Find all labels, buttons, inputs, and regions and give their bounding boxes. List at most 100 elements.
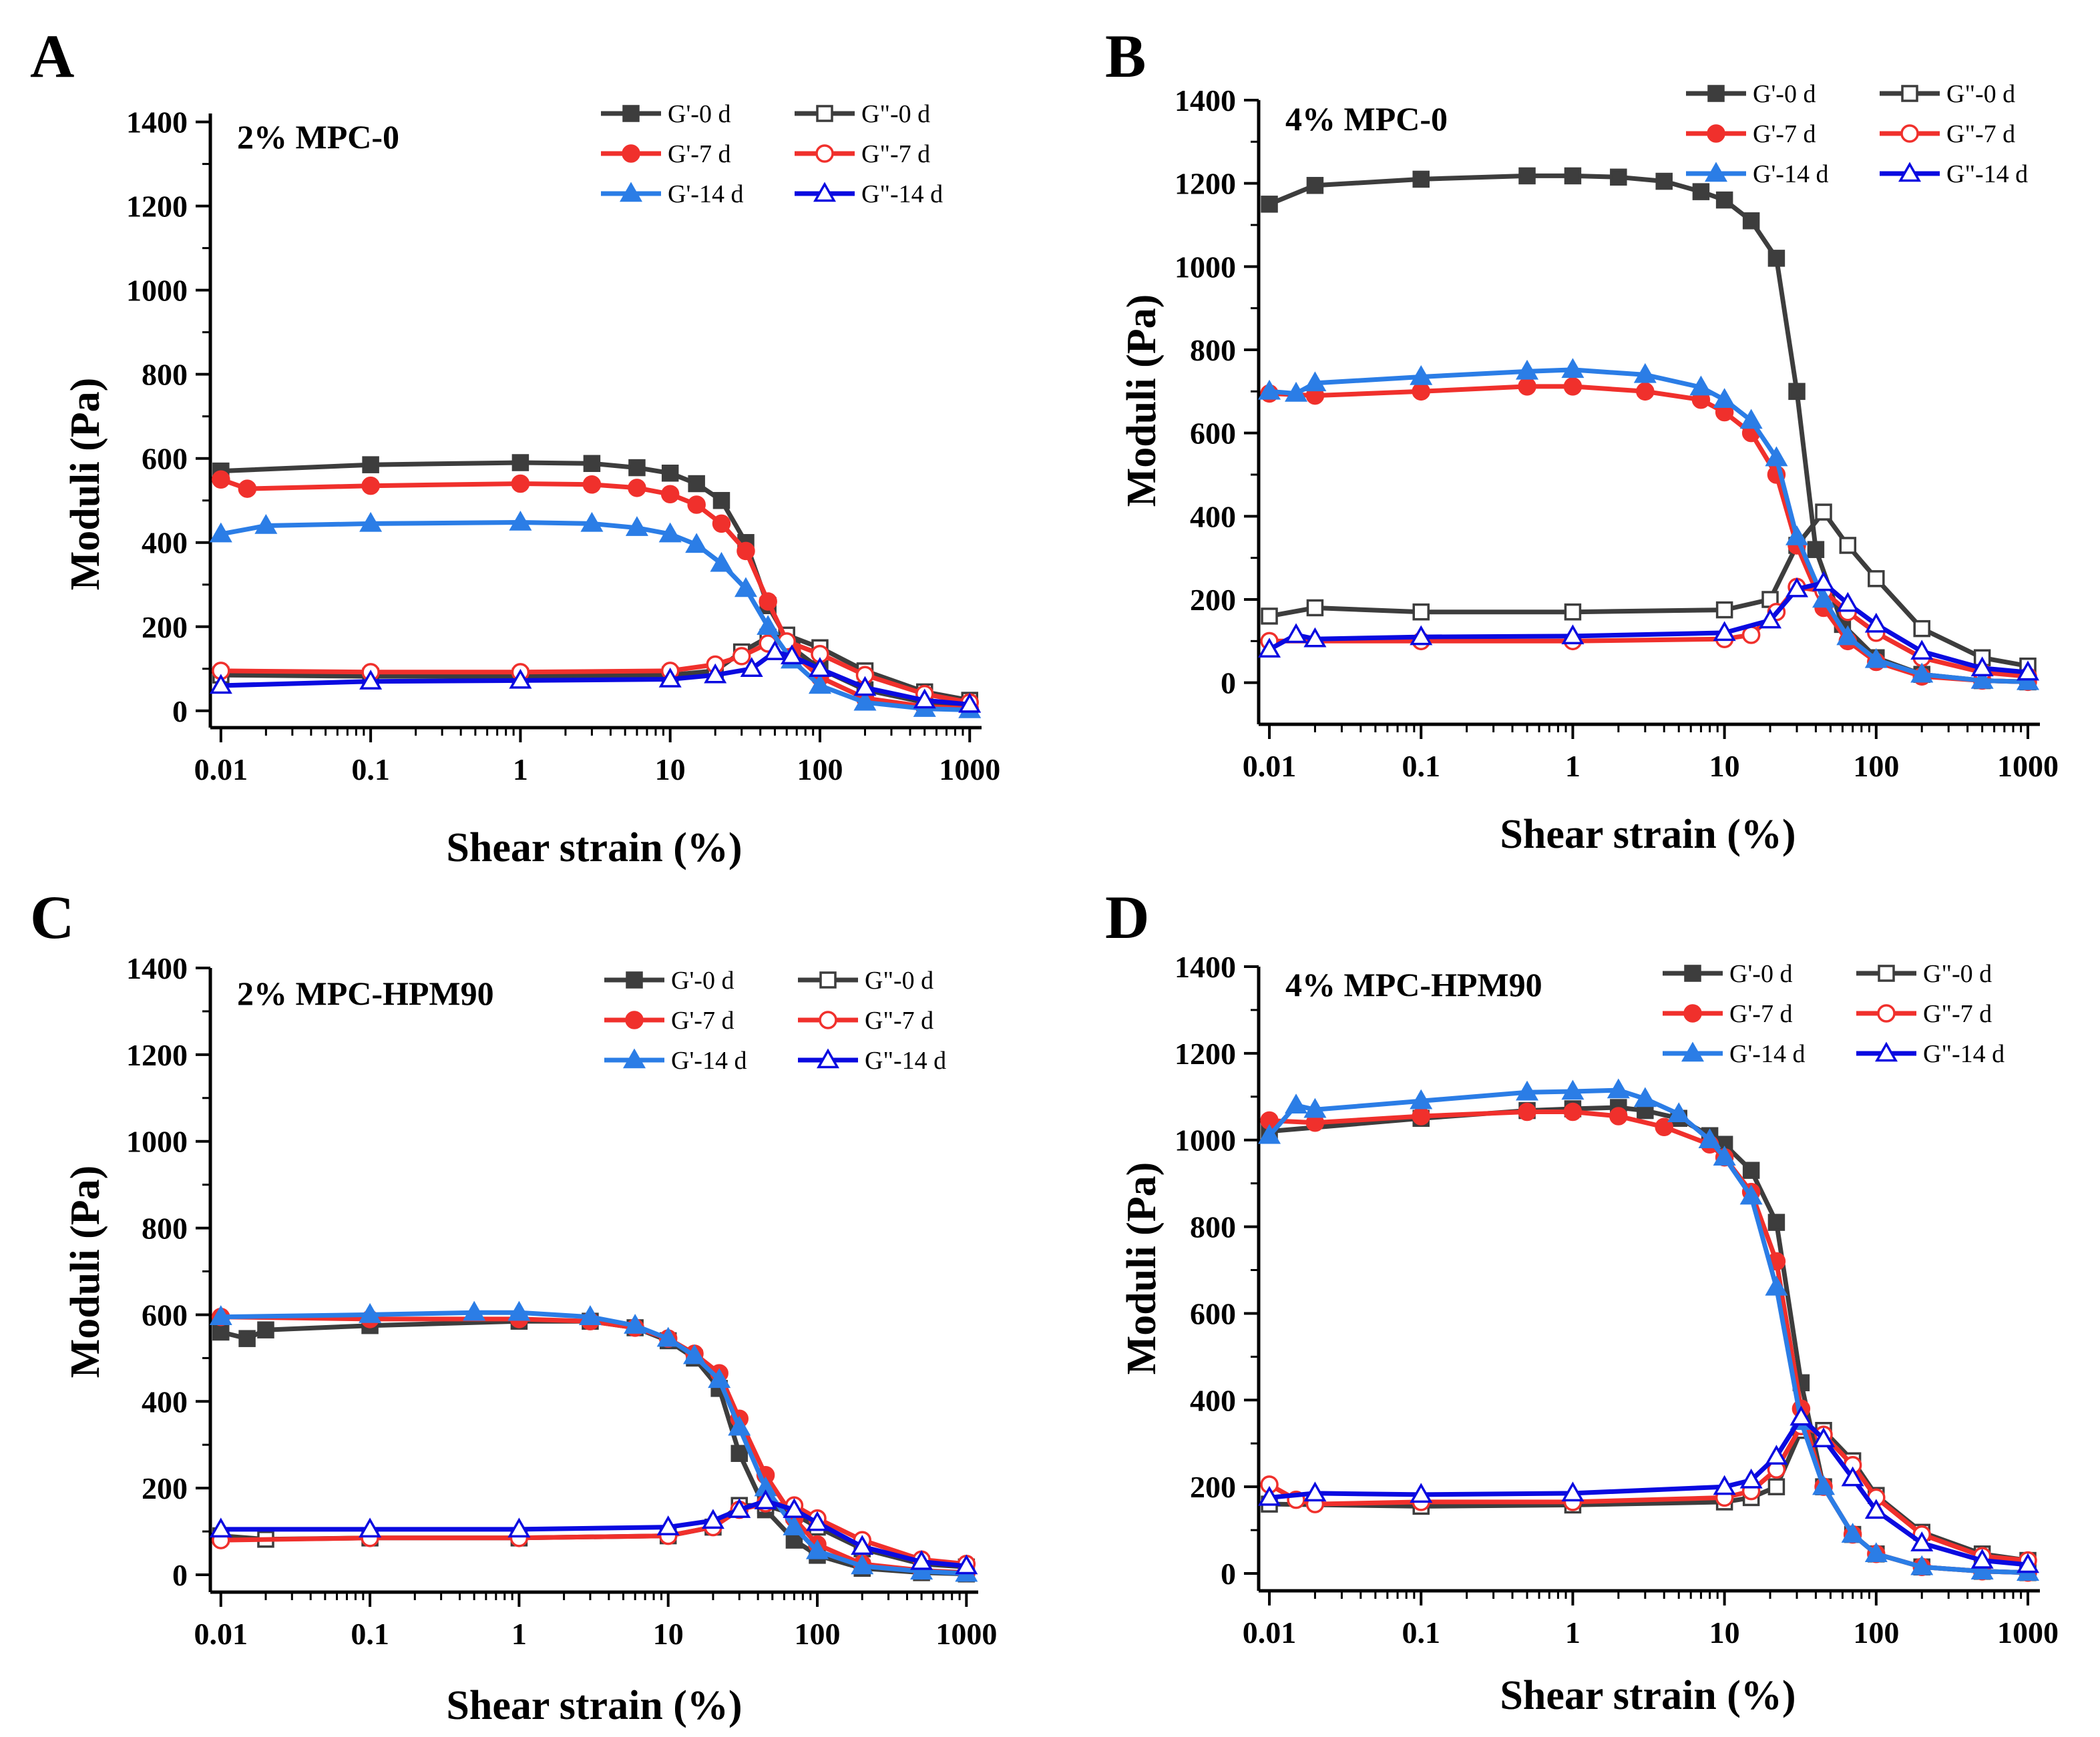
- y-tick-label: 600: [142, 1298, 188, 1332]
- data-point: [1767, 1214, 1786, 1231]
- data-point: [2016, 1553, 2040, 1573]
- data-point: [2016, 660, 2040, 681]
- data-point: [783, 1498, 806, 1518]
- y-tick-label: 600: [1190, 1296, 1236, 1330]
- data-point: [1410, 1089, 1433, 1109]
- data-point: [710, 551, 733, 572]
- x-tick-label: 1: [1565, 749, 1581, 783]
- data-point: [734, 577, 757, 597]
- data-point: [1563, 377, 1583, 396]
- data-point: [708, 1368, 731, 1389]
- legend-label: G'-0 d: [1729, 960, 1792, 988]
- data-point: [1564, 603, 1582, 621]
- data-point: [1758, 608, 1782, 629]
- series-line: [1268, 173, 2029, 684]
- x-tick-label: 0.01: [194, 1617, 248, 1651]
- legend-label: G'-14 d: [668, 180, 743, 208]
- data-point: [687, 495, 706, 514]
- series-line: [220, 632, 970, 703]
- y-tick-label: 800: [142, 1212, 188, 1246]
- plot-c: 0.01 0.1 1 10 100 1000 0 200 400 600 800 1000 1200 14…: [126, 951, 997, 1651]
- data-point: [1742, 1162, 1760, 1179]
- data-point: [1303, 371, 1327, 392]
- data-point: [1765, 1275, 1788, 1296]
- data-point: [712, 491, 730, 509]
- panel-letter-c: C: [30, 883, 74, 951]
- legend-label: G"-0 d: [1923, 960, 1992, 988]
- data-point: [1258, 379, 1281, 400]
- data-point: [1788, 383, 1806, 401]
- legend-marker: [1707, 85, 1725, 102]
- panel-title-b: 4% MPC-0: [1285, 100, 1448, 138]
- y-tick-label: 400: [142, 526, 188, 560]
- data-point: [1765, 1445, 1788, 1465]
- panel-b: B 4% MPC-0 0.01 0.1 1 10 100 1000 0 200 400 600 80…: [1105, 22, 2059, 857]
- data-point: [624, 1314, 647, 1334]
- x-tick-label: 1: [511, 1617, 527, 1651]
- y-tick-label: 1200: [1175, 167, 1236, 201]
- data-point: [704, 663, 727, 684]
- legend-marker: [1900, 124, 1919, 143]
- x-tick-label: 1: [513, 752, 528, 786]
- data-point: [1970, 1549, 1994, 1569]
- legend-marker: [816, 105, 833, 122]
- data-point: [511, 454, 530, 471]
- data-point: [359, 1302, 382, 1323]
- legend-label: G'-7 d: [671, 1007, 734, 1035]
- legend-marker: [819, 1011, 837, 1029]
- panel-c: C 2% MPC-HPM90 0.01 0.1 1 10 100 1000 0 200 400 6…: [30, 883, 997, 1728]
- data-point: [511, 474, 530, 493]
- data-point: [1258, 1485, 1281, 1506]
- y-tick-label: 400: [142, 1385, 188, 1419]
- data-point: [728, 1415, 751, 1436]
- legend-label: G'-14 d: [1729, 1040, 1805, 1068]
- legend-marker: [619, 182, 643, 202]
- data-point: [1739, 409, 1763, 429]
- plot-d: 0.01 0.1 1 10 100 1000 0 200 400 600 800 1000 1200 14…: [1175, 950, 2059, 1650]
- data-point: [1765, 446, 1788, 467]
- legend-label: G'-0 d: [1753, 80, 1816, 108]
- data-point: [1913, 619, 1930, 638]
- data-point: [1303, 1481, 1327, 1502]
- x-tick-label: 100: [795, 1617, 841, 1651]
- data-point: [1910, 640, 1934, 660]
- panel-title-c: 2% MPC-HPM90: [237, 975, 494, 1012]
- legend-label: G'-0 d: [668, 100, 730, 128]
- y-tick-label: 1000: [126, 274, 188, 308]
- legend-marker: [1707, 124, 1725, 143]
- data-point: [1609, 1107, 1628, 1126]
- data-point: [757, 615, 780, 636]
- data-point: [853, 690, 877, 711]
- y-tick-label: 200: [142, 610, 188, 644]
- data-point: [254, 514, 278, 534]
- y-tick-label: 400: [1190, 499, 1236, 533]
- data-point: [1561, 1481, 1585, 1502]
- legend-label: G"-0 d: [865, 967, 933, 995]
- data-point: [1841, 1523, 1864, 1543]
- data-point: [238, 1330, 256, 1347]
- data-point: [580, 511, 604, 532]
- data-point: [685, 533, 708, 553]
- x-tick-label: 1000: [1997, 749, 2059, 783]
- data-point: [507, 1300, 531, 1321]
- legend-marker: [1878, 965, 1895, 982]
- data-point: [1518, 1102, 1536, 1122]
- data-point: [238, 479, 257, 498]
- data-point: [509, 668, 532, 689]
- legend: G'-0 d G"-0 d G'-7 d G"-7 d G'-14 d G"-14 d: [604, 967, 946, 1075]
- legend-marker: [1681, 1041, 1705, 1062]
- data-point: [359, 511, 383, 532]
- legend-marker: [1874, 1041, 1898, 1062]
- x-tick-label: 0.1: [1402, 1616, 1440, 1650]
- data-point: [728, 1498, 751, 1518]
- data-point: [1564, 167, 1582, 185]
- data-point: [1258, 638, 1281, 658]
- y-axis-label-b: Moduli (Pa): [1119, 294, 1165, 507]
- y-tick-label: 800: [1190, 333, 1236, 367]
- y-tick-label: 0: [172, 1558, 188, 1592]
- data-point: [805, 1511, 829, 1531]
- data-point: [1561, 358, 1585, 379]
- data-point: [1864, 1542, 1888, 1563]
- data-point: [1303, 1097, 1327, 1118]
